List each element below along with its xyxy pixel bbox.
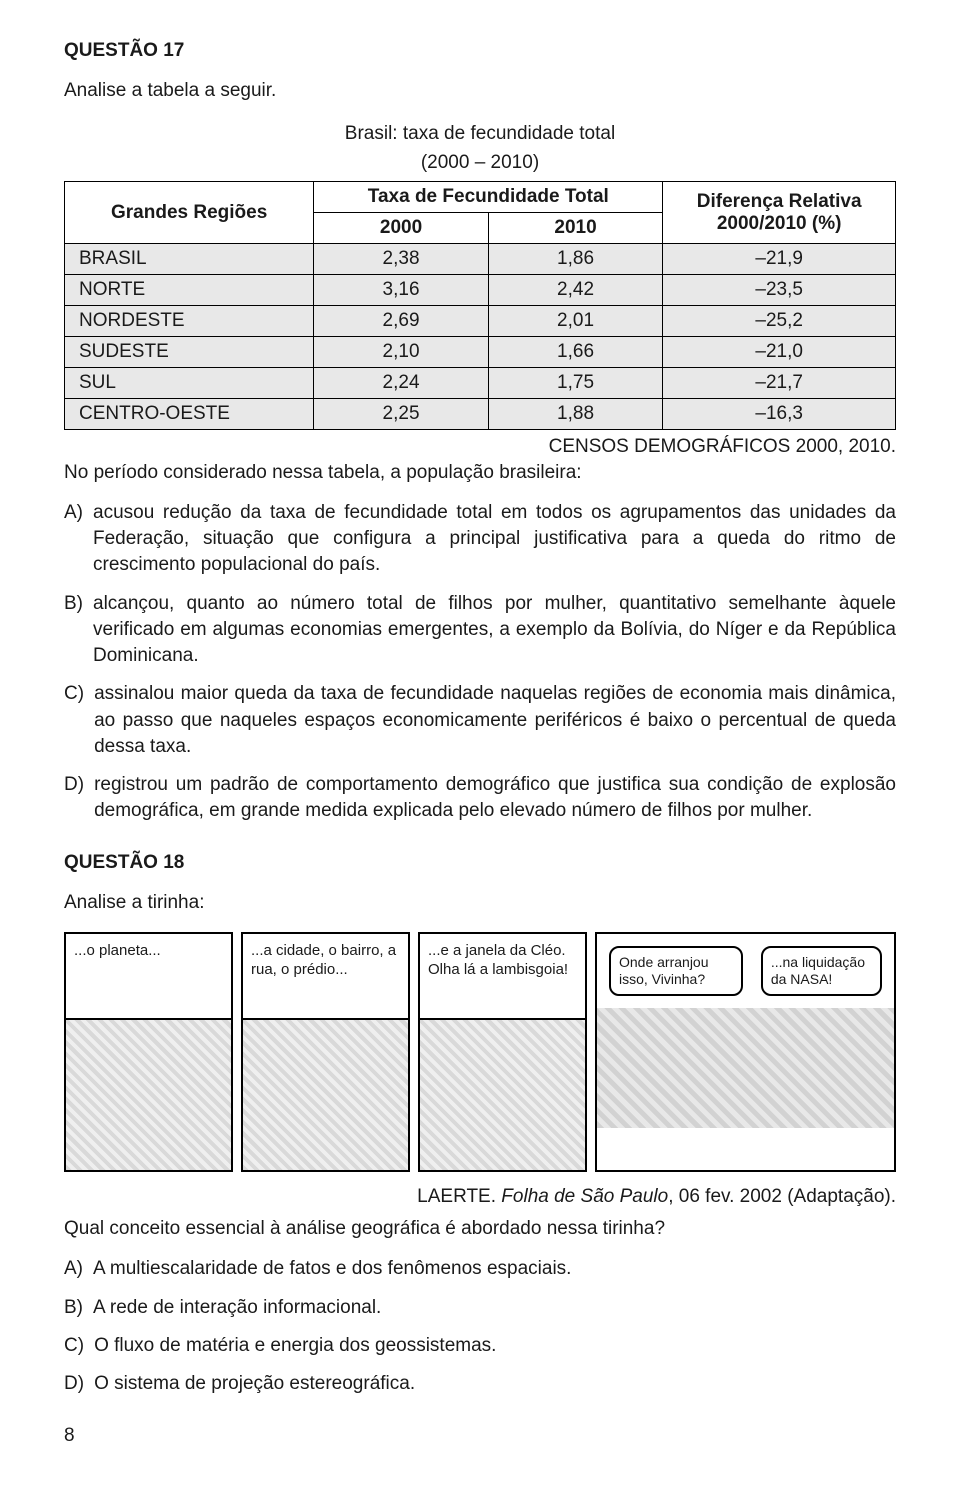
cell-region: SUDESTE	[65, 337, 314, 368]
q18-option-c[interactable]: C) O fluxo de matéria e energia dos geos…	[64, 1333, 896, 1359]
option-text: A rede de interação informacional.	[93, 1295, 381, 1321]
option-text: assinalou maior queda da taxa de fecundi…	[94, 681, 896, 760]
option-label: D)	[64, 772, 84, 824]
q18-comic: ...o planeta... ...a cidade, o bairro, a…	[64, 932, 896, 1172]
cell-region: NORTE	[65, 275, 314, 306]
cell-2000: 2,25	[314, 399, 489, 430]
table-title-line1: Brasil: taxa de fecundidade total	[345, 123, 615, 144]
cell-2010: 1,86	[488, 244, 663, 275]
comic-panel-1: ...o planeta...	[64, 932, 233, 1172]
table-title-line2: (2000 – 2010)	[421, 152, 539, 173]
option-text: acusou redução da taxa de fecundidade to…	[93, 500, 896, 579]
table-row: SUDESTE 2,10 1,66 –21,0	[65, 337, 896, 368]
q17-option-c[interactable]: C) assinalou maior queda da taxa de fecu…	[64, 681, 896, 760]
q17-prompt: No período considerado nessa tabela, a p…	[64, 462, 896, 484]
panel-art-placeholder	[243, 1020, 408, 1170]
citation-author: LAERTE.	[417, 1186, 501, 1207]
cell-diff: –16,3	[663, 399, 896, 430]
table-row: CENTRO-OESTE 2,25 1,88 –16,3	[65, 399, 896, 430]
cell-region: CENTRO-OESTE	[65, 399, 314, 430]
cell-2000: 2,10	[314, 337, 489, 368]
option-label: C)	[64, 681, 84, 760]
th-2010: 2010	[488, 213, 663, 244]
panel-caption: ...e a janela da Cléo. Olha lá a lambisg…	[420, 934, 585, 1020]
cell-region: SUL	[65, 368, 314, 399]
q18-prompt: Qual conceito essencial à análise geográ…	[64, 1218, 896, 1240]
q18-citation: LAERTE. Folha de São Paulo, 06 fev. 2002…	[64, 1186, 896, 1208]
q17-option-a[interactable]: A) acusou redução da taxa de fecundidade…	[64, 500, 896, 579]
cell-2000: 2,24	[314, 368, 489, 399]
q18-option-b[interactable]: B) A rede de interação informacional.	[64, 1295, 896, 1321]
q18-option-a[interactable]: A) A multiescalaridade de fatos e dos fe…	[64, 1256, 896, 1282]
comic-panel-4: Onde arranjou isso, Vivinha? ...na liqui…	[595, 932, 896, 1172]
cell-diff: –21,9	[663, 244, 896, 275]
comic-panel-3: ...e a janela da Cléo. Olha lá a lambisg…	[418, 932, 587, 1172]
cell-2000: 2,69	[314, 306, 489, 337]
cell-2010: 1,75	[488, 368, 663, 399]
option-text: alcançou, quanto ao número total de filh…	[93, 591, 896, 670]
q17-table-title: Brasil: taxa de fecundidade total (2000 …	[64, 120, 896, 177]
page-number: 8	[64, 1425, 896, 1447]
q17-title: QUESTÃO 17	[64, 40, 896, 62]
option-text: O fluxo de matéria e energia dos geossis…	[94, 1333, 496, 1359]
panel-art-placeholder	[66, 1020, 231, 1170]
q17-option-d[interactable]: D) registrou um padrão de comportamento …	[64, 772, 896, 824]
cell-2010: 1,66	[488, 337, 663, 368]
th-region: Grandes Regiões	[65, 182, 314, 244]
q17-table-body: BRASIL 2,38 1,86 –21,9 NORTE 3,16 2,42 –…	[65, 244, 896, 430]
option-text: registrou um padrão de comportamento dem…	[94, 772, 896, 824]
cell-2010: 1,88	[488, 399, 663, 430]
table-row: BRASIL 2,38 1,86 –21,9	[65, 244, 896, 275]
th-diff: Diferença Relativa 2000/2010 (%)	[663, 182, 896, 244]
cell-2010: 2,01	[488, 306, 663, 337]
table-row: NORTE 3,16 2,42 –23,5	[65, 275, 896, 306]
th-fec-total: Taxa de Fecundidade Total	[314, 182, 663, 213]
th-2000: 2000	[314, 213, 489, 244]
q18-title: QUESTÃO 18	[64, 852, 896, 874]
cell-region: NORDESTE	[65, 306, 314, 337]
panel-caption: ...a cidade, o bairro, a rua, o prédio..…	[243, 934, 408, 1020]
q17-intro: Analise a tabela a seguir.	[64, 80, 896, 102]
q18-option-d[interactable]: D) O sistema de projeção estereográfica.	[64, 1371, 896, 1397]
q17-option-b[interactable]: B) alcançou, quanto ao número total de f…	[64, 591, 896, 670]
option-label: D)	[64, 1371, 84, 1397]
cell-2000: 2,38	[314, 244, 489, 275]
cell-2010: 2,42	[488, 275, 663, 306]
option-text: O sistema de projeção estereográfica.	[94, 1371, 415, 1397]
citation-source: Folha de São Paulo	[501, 1186, 668, 1207]
speech-row: Onde arranjou isso, Vivinha? ...na liqui…	[597, 934, 894, 1008]
panel-art-placeholder	[597, 1008, 894, 1128]
q17-table: Grandes Regiões Taxa de Fecundidade Tota…	[64, 181, 896, 430]
table-row: SUL 2,24 1,75 –21,7	[65, 368, 896, 399]
option-text: A multiescalaridade de fatos e dos fenôm…	[93, 1256, 571, 1282]
q18-intro: Analise a tirinha:	[64, 892, 896, 914]
cell-region: BRASIL	[65, 244, 314, 275]
option-label: B)	[64, 591, 83, 670]
cell-diff: –21,0	[663, 337, 896, 368]
speech-bubble-1: Onde arranjou isso, Vivinha?	[609, 946, 743, 996]
speech-bubble-2: ...na liquidação da NASA!	[761, 946, 882, 996]
panel-art-placeholder	[420, 1020, 585, 1170]
cell-2000: 3,16	[314, 275, 489, 306]
q17-table-source: CENSOS DEMOGRÁFICOS 2000, 2010.	[64, 436, 896, 458]
panel-caption: ...o planeta...	[66, 934, 231, 1020]
cell-diff: –23,5	[663, 275, 896, 306]
option-label: B)	[64, 1295, 83, 1321]
cell-diff: –21,7	[663, 368, 896, 399]
option-label: A)	[64, 500, 83, 579]
q18-options: A) A multiescalaridade de fatos e dos fe…	[64, 1256, 896, 1397]
table-row: NORDESTE 2,69 2,01 –25,2	[65, 306, 896, 337]
comic-panel-2: ...a cidade, o bairro, a rua, o prédio..…	[241, 932, 410, 1172]
option-label: C)	[64, 1333, 84, 1359]
citation-tail: , 06 fev. 2002 (Adaptação).	[668, 1186, 896, 1207]
option-label: A)	[64, 1256, 83, 1282]
cell-diff: –25,2	[663, 306, 896, 337]
q17-options: A) acusou redução da taxa de fecundidade…	[64, 500, 896, 824]
